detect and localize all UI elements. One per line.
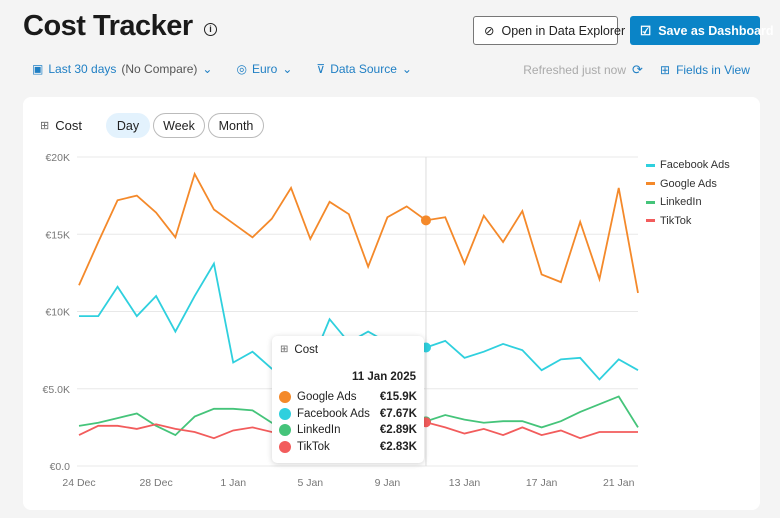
calendar-icon: ▣	[32, 62, 44, 76]
metric-label: ⊞ Cost	[40, 118, 82, 133]
legend-label: Facebook Ads	[660, 159, 730, 172]
x-tick-label: 21 Jan	[603, 477, 635, 489]
dashboard-icon: ☑	[640, 24, 652, 38]
series-value: €2.83K	[379, 440, 417, 453]
tooltip-row: Facebook Ads €7.67K	[279, 407, 417, 420]
date-range-dropdown[interactable]: ▣ Last 30 days (No Compare) ⌄	[32, 62, 212, 76]
x-tick-label: 24 Dec	[62, 477, 95, 489]
chart-legend: Facebook Ads Google Ads LinkedIn TikTok	[646, 156, 730, 230]
compare-label: (No Compare)	[121, 62, 198, 76]
series-line-google-ads	[78, 171, 639, 294]
tab-day[interactable]: Day	[106, 113, 150, 138]
y-tick-label: €20K	[45, 152, 70, 164]
y-tick-label: €10K	[45, 307, 70, 319]
data-source-label: Data Source	[330, 62, 397, 76]
tab-month[interactable]: Month	[208, 113, 264, 138]
currency-icon: ◎	[236, 62, 247, 76]
y-tick-label: €5.0K	[43, 384, 70, 396]
open-data-explorer-button[interactable]: ⊘ Open in Data Explorer	[473, 16, 625, 45]
tooltip-title: Cost	[294, 344, 319, 356]
series-value: €15.9K	[379, 391, 417, 403]
legend-item[interactable]: LinkedIn	[646, 193, 730, 212]
tooltip-row: TikTok €2.83K	[279, 440, 417, 453]
legend-label: TikTok	[660, 214, 692, 227]
legend-label: Google Ads	[660, 177, 717, 190]
tooltip-row: Google Ads €15.9K	[279, 391, 417, 403]
tooltip-date: 11 Jan 2025	[352, 371, 416, 383]
y-tick-label: €15K	[45, 229, 70, 241]
series-dot	[279, 440, 291, 453]
currency-label: Euro	[251, 62, 278, 76]
fields-icon: ⊞	[660, 63, 671, 77]
highlight-point	[420, 215, 431, 226]
tooltip-row: LinkedIn €2.89K	[279, 424, 417, 436]
legend-item[interactable]: Google Ads	[646, 175, 730, 194]
y-tick-label: €0.0	[50, 461, 71, 473]
legend-swatch	[646, 200, 655, 204]
currency-dropdown[interactable]: ◎ Euro ⌄	[236, 62, 292, 76]
x-tick-label: 5 Jan	[297, 477, 323, 489]
chevron-down-icon: ⌄	[401, 62, 412, 76]
page-title: Cost Tracker	[23, 10, 193, 42]
chevron-down-icon: ⌄	[282, 62, 293, 76]
refresh-icon[interactable]: ⟳	[632, 62, 643, 77]
x-tick-label: 28 Dec	[139, 477, 172, 489]
series-dot	[279, 407, 291, 420]
x-tick-label: 9 Jan	[375, 477, 401, 489]
filter-icon: ⊽	[316, 62, 326, 76]
fields-label: Fields in View	[676, 63, 750, 77]
explore-label: Open in Data Explorer	[501, 23, 626, 38]
save-label: Save as Dashboard	[658, 23, 774, 38]
legend-label: LinkedIn	[660, 196, 702, 209]
series-name: Google Ads	[297, 391, 357, 403]
series-name: LinkedIn	[297, 424, 341, 436]
series-value: €2.89K	[379, 424, 417, 436]
info-icon[interactable]: i	[204, 23, 217, 36]
metric-icon: ⊞	[40, 120, 50, 132]
data-source-dropdown[interactable]: ⊽ Data Source ⌄	[316, 62, 412, 76]
date-range-label: Last 30 days	[48, 62, 117, 76]
x-tick-label: 17 Jan	[526, 477, 558, 489]
series-name: TikTok	[297, 440, 330, 453]
x-tick-label: 1 Jan	[220, 477, 246, 489]
x-tick-label: 13 Jan	[449, 477, 481, 489]
save-dashboard-button[interactable]: ☑ Save as Dashboard	[630, 16, 774, 45]
chart-tooltip: ⊞ Cost 11 Jan 2025 Google Ads €15.9K Facebo…	[272, 336, 424, 463]
legend-swatch	[646, 182, 655, 186]
legend-item[interactable]: TikTok	[646, 212, 730, 231]
series-name: Facebook Ads	[297, 407, 370, 420]
series-dot	[279, 424, 291, 436]
legend-swatch	[646, 163, 655, 167]
compass-icon: ⊘	[484, 24, 495, 38]
series-dot	[279, 391, 291, 403]
legend-item[interactable]: Facebook Ads	[646, 156, 730, 175]
chevron-down-icon: ⌄	[202, 62, 213, 76]
metric-icon: ⊞	[280, 344, 289, 355]
legend-swatch	[646, 219, 655, 223]
series-value: €7.67K	[379, 407, 417, 420]
fields-in-view-button[interactable]: ⊞ Fields in View	[660, 63, 750, 77]
tab-week[interactable]: Week	[153, 113, 205, 138]
metric-text: Cost	[55, 118, 82, 133]
refresh-status: Refreshed just now	[523, 63, 626, 77]
